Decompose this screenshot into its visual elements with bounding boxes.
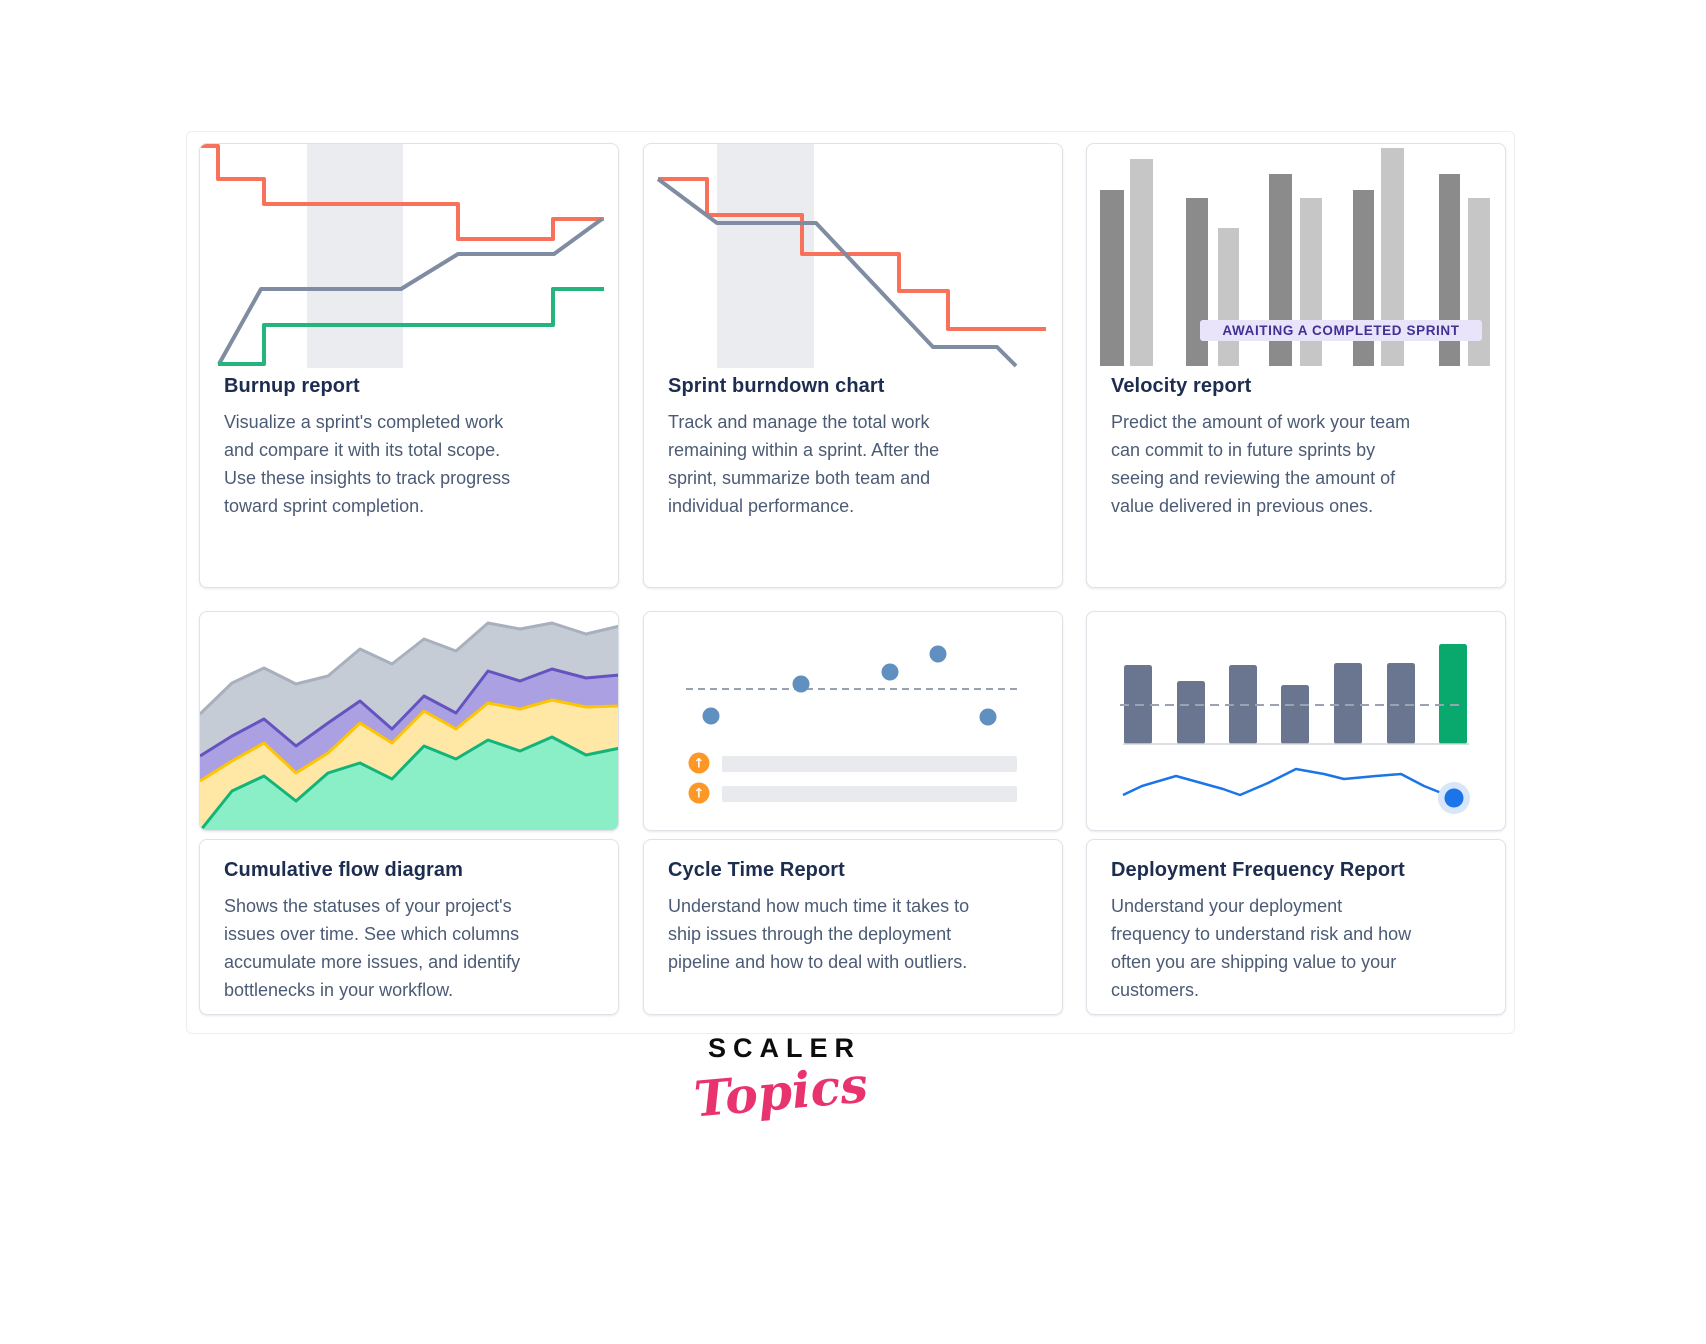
card-description: Understand how much time it takes to shi… <box>668 896 970 972</box>
status-third-area <box>200 700 618 830</box>
end-dot <box>1444 788 1464 808</box>
skeleton-bar <box>722 756 1017 772</box>
status-top-area <box>200 623 618 756</box>
deployment-bar <box>1334 663 1362 744</box>
burnup-chart <box>200 144 604 368</box>
card-description: Visualize a sprint's completed work and … <box>224 412 511 516</box>
card-sprint-burndown[interactable]: Sprint burndown chart Track and manage t… <box>643 143 1063 588</box>
deployment-bar-highlight <box>1439 644 1467 744</box>
awaiting-sprint-badge: AWAITING A COMPLETED SPRINT <box>1200 320 1482 341</box>
card-title: Cycle Time Report <box>668 859 845 881</box>
velocity-bar-dark <box>1439 174 1460 366</box>
frequency-sparkline <box>1122 767 1455 800</box>
logo-topics-script: Topics <box>691 1055 871 1129</box>
card-burnup-report[interactable]: Burnup report Visualize a sprint's compl… <box>199 143 619 588</box>
card-deployment-frequency[interactable]: Deployment Frequency Report Understand y… <box>1086 839 1506 1015</box>
guideline-line <box>656 177 1018 368</box>
status-second-line <box>200 667 618 758</box>
cumulative-flow-chart <box>200 621 618 830</box>
priority-up-arrow: ↑ <box>694 757 705 772</box>
card-title: Cumulative flow diagram <box>224 859 464 881</box>
card-title: Deployment Frequency Report <box>1111 859 1405 881</box>
card-title: Velocity report <box>1111 375 1252 397</box>
skeleton-bar <box>722 786 1017 802</box>
velocity-bar-light <box>1381 148 1404 366</box>
burndown-chart <box>656 144 1046 368</box>
completed-work-line <box>218 287 604 366</box>
burnup-chart-area <box>200 144 618 368</box>
work-scope-line <box>200 144 604 241</box>
velocity-bar-dark <box>1100 190 1124 366</box>
cycle-time-chart-box[interactable]: ↑ ↑ <box>643 611 1063 831</box>
issue-dot <box>979 708 997 726</box>
velocity-chart-area: AWAITING A COMPLETED SPRINT <box>1087 144 1505 368</box>
status-done-area <box>200 737 618 830</box>
scaler-topics-logo: SCALER Topics <box>581 1033 981 1128</box>
velocity-bar-light <box>1130 159 1153 366</box>
deployment-bar <box>1281 685 1309 744</box>
issue-dot <box>702 707 720 725</box>
highlight-band <box>307 144 403 368</box>
deployment-bar <box>1387 663 1415 744</box>
status-done-line <box>200 735 618 830</box>
card-title: Sprint burndown chart <box>668 375 885 397</box>
logo-scaler-text: SCALER <box>707 1033 861 1063</box>
card-description: Predict the amount of work your team can… <box>1111 412 1411 516</box>
burndown-chart-area <box>644 144 1062 368</box>
cumulative-flow-chart-box[interactable] <box>199 611 619 831</box>
card-title: Burnup report <box>224 375 360 397</box>
card-cycle-time[interactable]: Cycle Time Report Understand how much ti… <box>643 839 1063 1015</box>
cycle-time-chart: ↑↑ <box>686 645 1019 804</box>
status-top-line <box>200 621 618 716</box>
deployment-frequency-chart-box[interactable] <box>1086 611 1506 831</box>
remaining-work-line <box>658 177 1046 331</box>
priority-up-icon <box>688 782 710 804</box>
highlight-band <box>717 144 814 368</box>
card-description: Shows the statuses of your project's iss… <box>224 896 521 1000</box>
status-third-line <box>200 698 618 783</box>
velocity-bar-light <box>1218 228 1239 366</box>
velocity-bar-dark <box>1269 174 1292 366</box>
deployment-bar <box>1177 681 1205 744</box>
card-description: Track and manage the total work remainin… <box>668 412 940 516</box>
issue-dot <box>929 645 947 663</box>
card-cumulative-flow[interactable]: Cumulative flow diagram Shows the status… <box>199 839 619 1015</box>
issue-dot <box>792 675 810 693</box>
guideline-line <box>217 217 604 365</box>
card-velocity-report[interactable]: AWAITING A COMPLETED SPRINT Velocity rep… <box>1086 143 1506 588</box>
deployment-frequency-chart <box>1120 644 1470 814</box>
issue-dot <box>881 663 899 681</box>
priority-up-arrow: ↑ <box>694 787 705 802</box>
priority-up-icon <box>688 752 710 774</box>
card-description: Understand your deployment frequency to … <box>1111 896 1412 1000</box>
